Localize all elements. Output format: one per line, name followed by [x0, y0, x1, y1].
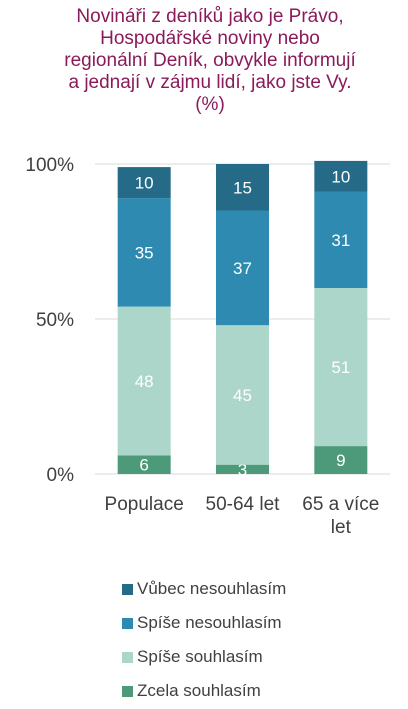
bar-segment [216, 325, 269, 465]
bar-segment [117, 455, 171, 474]
legend-item: Vůbec nesouhlasím [122, 572, 286, 606]
bar-segment [216, 464, 269, 474]
bar-segment [314, 160, 368, 192]
bar-segment [314, 446, 368, 474]
data-label: 15 [233, 178, 252, 197]
bar-segment [314, 288, 368, 447]
legend: Vůbec nesouhlasím Spíše nesouhlasím Spíše … [122, 572, 286, 708]
legend-swatch [122, 651, 133, 663]
data-label: 10 [135, 174, 154, 193]
x-tick-label: let [331, 517, 352, 538]
data-label: 48 [135, 372, 154, 391]
legend-swatch [122, 617, 133, 629]
x-tick-label: Populace [105, 494, 184, 515]
legend-item: Zcela souhlasím [122, 674, 286, 708]
bar-segment [117, 198, 171, 307]
y-tick-label: 100% [25, 155, 74, 176]
legend-item: Spíše nesouhlasím [122, 606, 286, 640]
data-label: 35 [135, 243, 154, 262]
data-label: 37 [233, 259, 252, 278]
data-label: 9 [336, 451, 345, 470]
legend-label: Spíše nesouhlasím [137, 613, 282, 632]
data-label: 51 [331, 358, 350, 377]
bar-segment [117, 167, 171, 199]
legend-label: Zcela souhlasím [137, 681, 261, 700]
legend-label: Vůbec nesouhlasím [137, 579, 287, 598]
legend-swatch [122, 685, 133, 697]
legend-item: Spíše souhlasím [122, 640, 286, 674]
y-tick-label: 0% [47, 465, 75, 486]
bar-segment [216, 164, 269, 211]
y-tick-label: 50% [36, 310, 74, 331]
chart-title: Novináři z deníků jako je Právo, Hospodá… [64, 6, 356, 115]
data-label: 10 [331, 167, 350, 186]
bar-segment [117, 306, 171, 456]
x-tick-label: 50-64 let [206, 494, 281, 515]
data-label: 6 [139, 456, 148, 475]
legend-label: Spíše souhlasím [137, 647, 263, 666]
legend-swatch [122, 583, 133, 595]
bar-segment [216, 210, 269, 326]
data-label: 31 [331, 231, 350, 250]
x-tick-label: 65 a více [302, 494, 379, 515]
data-label: 3 [238, 460, 247, 479]
data-label: 45 [233, 386, 252, 405]
bar-segment [314, 191, 368, 288]
